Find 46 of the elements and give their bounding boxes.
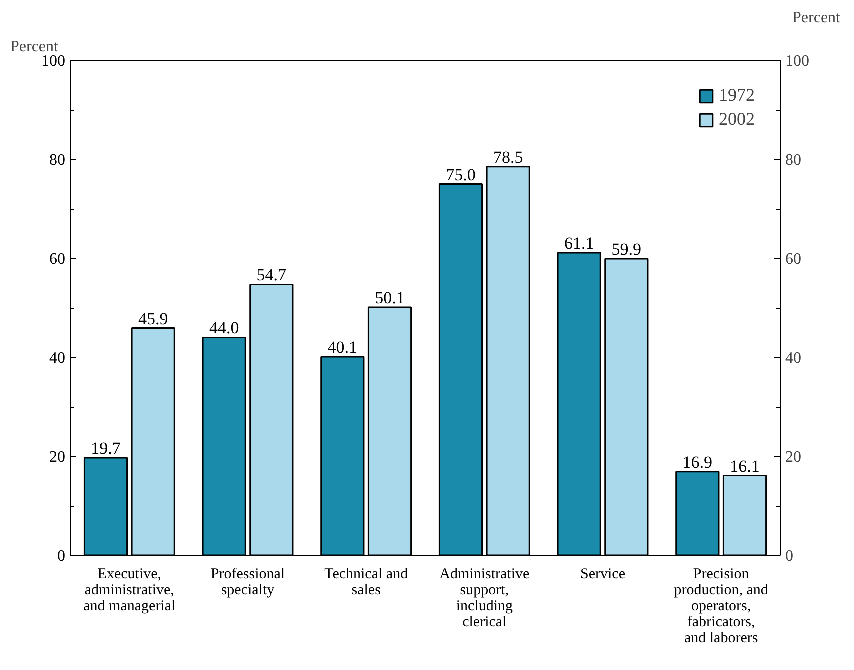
- bar: [250, 284, 294, 556]
- data-label: 16.1: [730, 456, 760, 476]
- bar: [368, 306, 412, 556]
- x-tick-label: Service: [580, 566, 626, 582]
- bar: [320, 356, 365, 556]
- data-label: 54.7: [256, 266, 288, 285]
- data-label: 75.0: [446, 165, 476, 184]
- y2-tick-label: 0: [786, 548, 794, 565]
- x-tick-label: Professional specialty: [210, 566, 286, 598]
- bar: [84, 457, 128, 556]
- y-tick-label: 20: [50, 449, 66, 466]
- bar: [557, 252, 602, 556]
- data-label: 19.7: [91, 438, 122, 458]
- data-label: 44.0: [209, 318, 240, 338]
- y-tick-label: 0: [58, 548, 66, 565]
- bar: [131, 328, 176, 556]
- y2-tick-label: 20: [786, 449, 802, 466]
- y2-tick-label: 80: [786, 152, 802, 169]
- bar: [486, 166, 530, 556]
- y2-tick-label: 40: [786, 350, 802, 367]
- data-label: 45.9: [138, 309, 168, 328]
- y-tick-label: 80: [50, 152, 66, 169]
- y-tick-label: 40: [50, 350, 66, 367]
- y2-axis-title: Percent: [792, 10, 842, 26]
- y2-tick-label: 60: [786, 251, 802, 268]
- x-tick-label: Executive, administrative, and managerial: [84, 566, 176, 614]
- bar: [438, 184, 484, 556]
- bar: [676, 471, 720, 556]
- data-label: 59.9: [612, 240, 642, 259]
- y-tick-label: 100: [42, 53, 66, 70]
- data-label: 61.1: [564, 234, 594, 254]
- data-label: 78.5: [493, 148, 524, 167]
- y2-tick-label: 100: [786, 53, 810, 70]
- bar: [604, 258, 649, 556]
- x-tick-label: Technical and sales: [324, 566, 409, 598]
- x-tick-label: Precision production, and operators, fabricators, and laborers: [674, 566, 769, 646]
- data-label: 40.1: [328, 338, 358, 358]
- x-tick-label: Administrative support, including clerical: [440, 566, 530, 630]
- legend-label: 1972: [719, 85, 755, 106]
- legend-label: 2002: [719, 109, 755, 130]
- y-axis-title: Percent: [10, 38, 60, 56]
- bar: [722, 475, 768, 556]
- data-label: 16.9: [682, 452, 713, 472]
- y-tick-label: 60: [50, 251, 66, 268]
- data-label: 50.1: [375, 288, 405, 308]
- bar: [202, 336, 246, 556]
